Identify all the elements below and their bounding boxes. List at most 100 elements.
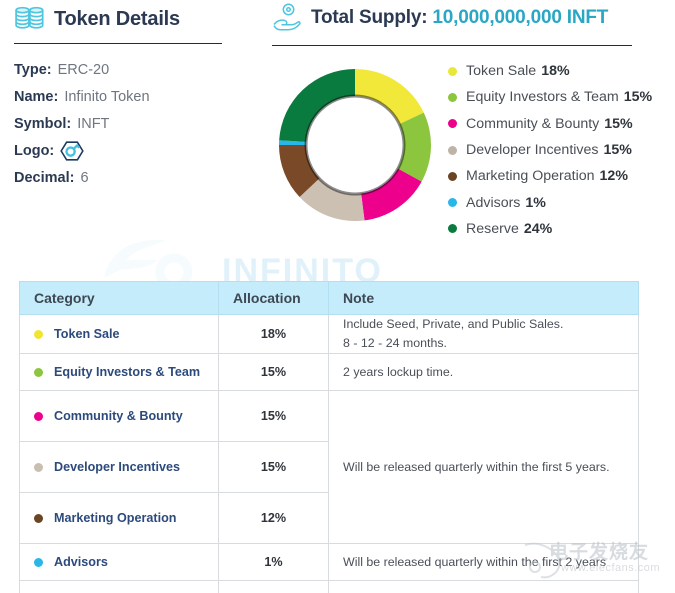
donut-slice-equity-investors-team[interactable]	[397, 112, 431, 182]
token-details-list: Type: ERC-20 Name: Infinito Token Symbol…	[14, 56, 254, 191]
token-details-divider	[14, 43, 222, 44]
cell-category: Reserve	[19, 580, 219, 593]
cell-allocation: 18%	[218, 313, 329, 355]
detail-value-decimal: 6	[80, 169, 89, 186]
category-label: Developer Incentives	[54, 460, 180, 475]
note-line: Include Seed, Private, and Public Sales.	[343, 317, 564, 331]
table-row[interactable]: Marketing Operation 12%	[19, 492, 639, 545]
detail-row-name: Name: Infinito Token	[14, 83, 254, 110]
detail-label-name: Name:	[14, 88, 59, 105]
allocation-donut-chart	[279, 69, 431, 221]
table-row[interactable]: Equity Investors & Team 15% 2 years lockup…	[19, 353, 639, 392]
cell-note: 5 years lockup time	[328, 580, 639, 593]
legend-item[interactable]: Community & Bounty 15%	[448, 111, 652, 137]
detail-label-logo: Logo:	[14, 142, 55, 159]
category-label: Token Sale	[54, 327, 120, 342]
donut-slice-community-bounty[interactable]	[361, 168, 422, 221]
category-label: Equity Investors & Team	[54, 365, 201, 380]
detail-row-type: Type: ERC-20	[14, 56, 254, 83]
note-line: 8 - 12 - 24 months.	[343, 336, 447, 351]
cell-category: Advisors	[19, 543, 219, 582]
legend-color-dot	[448, 92, 457, 102]
legend-label: Community & Bounty	[466, 115, 600, 132]
table-row[interactable]: Community & Bounty 15% Will be released qu…	[19, 390, 639, 545]
cell-category: Token Sale	[19, 313, 219, 355]
legend-percent: 1%	[525, 194, 546, 211]
detail-value-name: Infinito Token	[64, 88, 150, 105]
table-header-row: Category Allocation Note	[19, 281, 639, 315]
legend-percent: 15%	[603, 142, 632, 159]
cell-category: Developer Incentives	[19, 441, 219, 494]
legend-item[interactable]: Advisors 1%	[448, 189, 652, 215]
column-header-category[interactable]: Category	[19, 281, 219, 315]
legend-color-dot	[448, 171, 457, 181]
donut-slice-marketing-operation[interactable]	[279, 145, 320, 198]
category-label: Advisors	[54, 555, 108, 570]
cell-allocation: 1%	[218, 543, 329, 582]
table-row[interactable]: Developer Incentives 15%	[19, 441, 639, 494]
token-details-title: Token Details	[54, 7, 180, 30]
column-header-allocation[interactable]: Allocation	[218, 281, 329, 315]
table-row[interactable]: Token Sale 18% Include Seed, Private, and …	[19, 313, 639, 355]
legend-color-dot	[448, 119, 457, 129]
legend-color-dot	[448, 145, 457, 155]
cell-allocation: 15%	[218, 390, 329, 443]
legend-label: Advisors	[466, 194, 521, 211]
legend-color-dot	[448, 224, 457, 234]
database-stack-icon	[15, 6, 44, 29]
legend-item[interactable]: Marketing Operation 12%	[448, 163, 652, 189]
column-header-note[interactable]: Note	[328, 281, 639, 315]
category-color-dot	[34, 411, 43, 421]
legend-label: Developer Incentives	[466, 142, 599, 159]
legend-item[interactable]: Token Sale 18%	[448, 58, 652, 84]
cell-allocation: 24%	[218, 580, 329, 593]
cell-note: Include Seed, Private, and Public Sales.…	[328, 313, 639, 355]
legend-percent: 15%	[604, 115, 633, 132]
legend-percent: 24%	[523, 220, 553, 237]
cell-note: Will be released quarterly within the fi…	[328, 390, 639, 545]
cell-note: Will be released quarterly within the fi…	[328, 543, 639, 582]
allocation-legend: Token Sale 18% Equity Investors & Team 15% C…	[448, 58, 652, 242]
cell-allocation: 12%	[218, 492, 329, 545]
legend-label: Token Sale	[466, 63, 537, 80]
infinito-logo-icon	[60, 139, 85, 163]
total-supply-label: Total Supply:	[311, 7, 428, 28]
legend-item[interactable]: Reserve 24%	[448, 216, 652, 242]
note-line: Will be released quarterly within the fi…	[343, 554, 607, 569]
donut-slice-reserve[interactable]	[279, 69, 355, 142]
note-line: 2 years lockup time.	[343, 364, 454, 379]
category-color-dot	[34, 462, 43, 472]
note-line: Will be released quarterly within the fi…	[343, 459, 610, 474]
category-color-dot	[34, 513, 43, 523]
category-color-dot	[34, 367, 43, 377]
cell-allocation: 15%	[218, 353, 329, 392]
detail-value-symbol: INFT	[77, 115, 110, 132]
category-label: Community & Bounty	[54, 409, 183, 424]
detail-row-logo: Logo:	[14, 137, 254, 164]
cell-note: 2 years lockup time.	[328, 353, 639, 392]
legend-label: Reserve	[466, 220, 519, 237]
donut-slice-developer-incentives[interactable]	[299, 178, 365, 221]
detail-value-type: ERC-20	[57, 61, 110, 78]
donut-slice-advisors[interactable]	[279, 140, 307, 145]
total-supply-header: Total Supply: 10,000,000,000 INFT	[272, 2, 608, 34]
donut-slice-token-sale[interactable]	[355, 69, 424, 125]
category-color-dot	[34, 557, 43, 567]
token-details-header: Token Details	[14, 4, 180, 34]
total-supply-divider	[272, 45, 632, 46]
table-row[interactable]: Advisors 1% Will be released quarterly wit…	[19, 543, 639, 582]
total-supply-value: 10,000,000,000 INFT	[432, 7, 609, 28]
legend-item[interactable]: Equity Investors & Team 15%	[448, 84, 652, 110]
cell-category: Marketing Operation	[19, 492, 219, 545]
detail-label-symbol: Symbol:	[14, 115, 72, 132]
legend-label: Marketing Operation	[466, 168, 595, 185]
detail-label-decimal: Decimal:	[14, 169, 75, 186]
cell-category: Community & Bounty	[19, 390, 219, 443]
legend-color-dot	[448, 66, 457, 76]
legend-item[interactable]: Developer Incentives 15%	[448, 137, 652, 163]
allocation-table: Category Allocation Note Token Sale 18% In…	[19, 281, 639, 593]
hand-holding-coin-icon	[273, 3, 301, 31]
legend-percent: 15%	[623, 89, 653, 106]
